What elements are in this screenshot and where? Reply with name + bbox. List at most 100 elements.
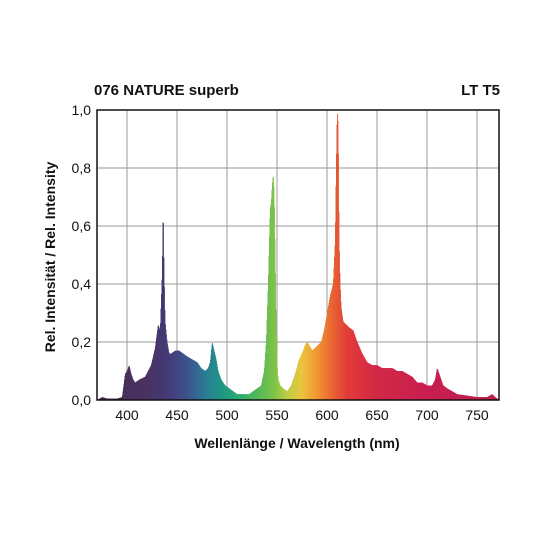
spectrum-bar	[462, 395, 464, 400]
spectrum-bar	[319, 343, 320, 400]
spectrum-bar	[374, 365, 376, 400]
spectrum-bar	[148, 370, 149, 400]
spectrum-bar	[493, 395, 494, 400]
spectrum-bar	[101, 397, 103, 400]
spectrum-bar	[423, 383, 424, 400]
spectrum-bar	[435, 378, 436, 400]
spectrum-bar	[383, 368, 385, 400]
spectrum-bar	[358, 346, 360, 400]
spectrum-bar	[201, 368, 202, 400]
spectrum-bar	[306, 342, 308, 400]
spectrum-bar	[137, 380, 139, 400]
spectrum-bar	[154, 348, 156, 400]
spectrum-bar	[295, 371, 297, 400]
spectrum-bar	[259, 386, 260, 400]
spectrum-bar	[122, 395, 123, 400]
spectrum-bar	[164, 310, 166, 400]
spectrum-bar	[166, 334, 167, 400]
spectrum-bar	[231, 390, 232, 400]
spectrum-bar	[195, 361, 197, 400]
spectrum-bar	[266, 334, 267, 400]
spectrum-bar	[463, 395, 465, 400]
spectrum-bar	[427, 385, 429, 400]
spectrum-bar	[456, 394, 458, 400]
spectrum-bar	[325, 323, 326, 400]
spectrum-bar	[233, 391, 234, 400]
spectrum-bar	[439, 374, 440, 400]
spectrum-bar	[481, 397, 482, 400]
spectrum-bar	[157, 330, 158, 400]
spectrum-bar	[350, 328, 351, 400]
spectrum-bar	[429, 385, 430, 400]
spectrum-bar	[461, 394, 462, 400]
spectrum-bar	[484, 397, 486, 400]
spectrum-bar	[379, 366, 381, 400]
spectrum-bar	[156, 338, 157, 400]
spectrum-bar	[406, 373, 407, 400]
spectrum-bar	[236, 393, 237, 400]
spectrum-bar	[316, 346, 317, 400]
spectrum-bar	[188, 357, 190, 400]
spectrum-bar	[479, 397, 480, 400]
spectrum-bar	[203, 369, 204, 400]
spectrum-bar	[363, 356, 365, 400]
spectrum-bar	[181, 352, 183, 400]
spectrum-bar	[152, 357, 154, 400]
spectrum-bar	[184, 354, 185, 400]
spectrum-bar	[294, 376, 295, 400]
spectrum-bar	[235, 392, 236, 400]
spectrum-bar	[256, 388, 258, 400]
spectrum-bar	[386, 368, 388, 400]
spectrum-bar	[334, 256, 335, 400]
spectrum-bar	[204, 370, 205, 400]
spectrum-bar	[349, 328, 351, 400]
spectrum-bar	[191, 358, 192, 400]
spectrum-bar	[299, 357, 301, 400]
spectrum-bar	[433, 383, 434, 400]
spectrum-bar	[377, 365, 379, 400]
spectrum-bar	[104, 397, 105, 400]
spectrum-bar	[139, 379, 141, 400]
spectrum-bar	[125, 372, 127, 400]
spectrum-bar	[214, 353, 216, 400]
spectrum-bar	[310, 348, 312, 400]
spectrum-bar	[362, 354, 363, 400]
spectrum-bar	[235, 393, 237, 400]
spectrum-bar	[117, 398, 119, 400]
spectrum-bar	[418, 382, 420, 400]
spectrum-bar	[332, 286, 333, 400]
spectrum-bar	[304, 345, 306, 400]
spectrum-bar	[444, 386, 446, 400]
spectrum-bar	[196, 361, 197, 400]
spectrum-bar	[418, 382, 419, 400]
spectrum-bar	[119, 397, 121, 400]
spectrum-bar	[210, 359, 211, 400]
spectrum-bar	[197, 363, 199, 400]
spectrum-bar	[181, 352, 182, 400]
spectrum-bar	[381, 367, 382, 400]
spectrum-bar	[487, 396, 488, 400]
spectrum-bar	[282, 388, 284, 400]
spectrum-bar	[143, 377, 144, 400]
spectrum-bar	[211, 349, 212, 400]
spectrum-bar	[445, 387, 447, 400]
spectrum-bar	[380, 367, 382, 400]
spectrum-bar	[485, 397, 487, 400]
spectrum-bar	[334, 245, 336, 400]
spectrum-bar	[275, 273, 276, 400]
spectrum-bar	[145, 376, 146, 400]
x-tick-label: 600	[315, 407, 339, 423]
spectrum-bar	[315, 347, 316, 400]
spectrum-bar	[479, 397, 481, 400]
spectrum-bar	[137, 380, 138, 400]
spectrum-bar	[153, 355, 154, 400]
spectrum-bar	[249, 394, 250, 400]
spectrum-bar	[159, 328, 160, 400]
spectrum-bar	[121, 397, 122, 400]
spectrum-bar	[326, 314, 328, 400]
spectrum-bar	[165, 324, 166, 400]
spectrum-bar	[239, 394, 241, 400]
spectrum-bar	[467, 395, 468, 400]
spectrum-bar	[399, 371, 400, 400]
spectrum-bar	[262, 377, 264, 400]
